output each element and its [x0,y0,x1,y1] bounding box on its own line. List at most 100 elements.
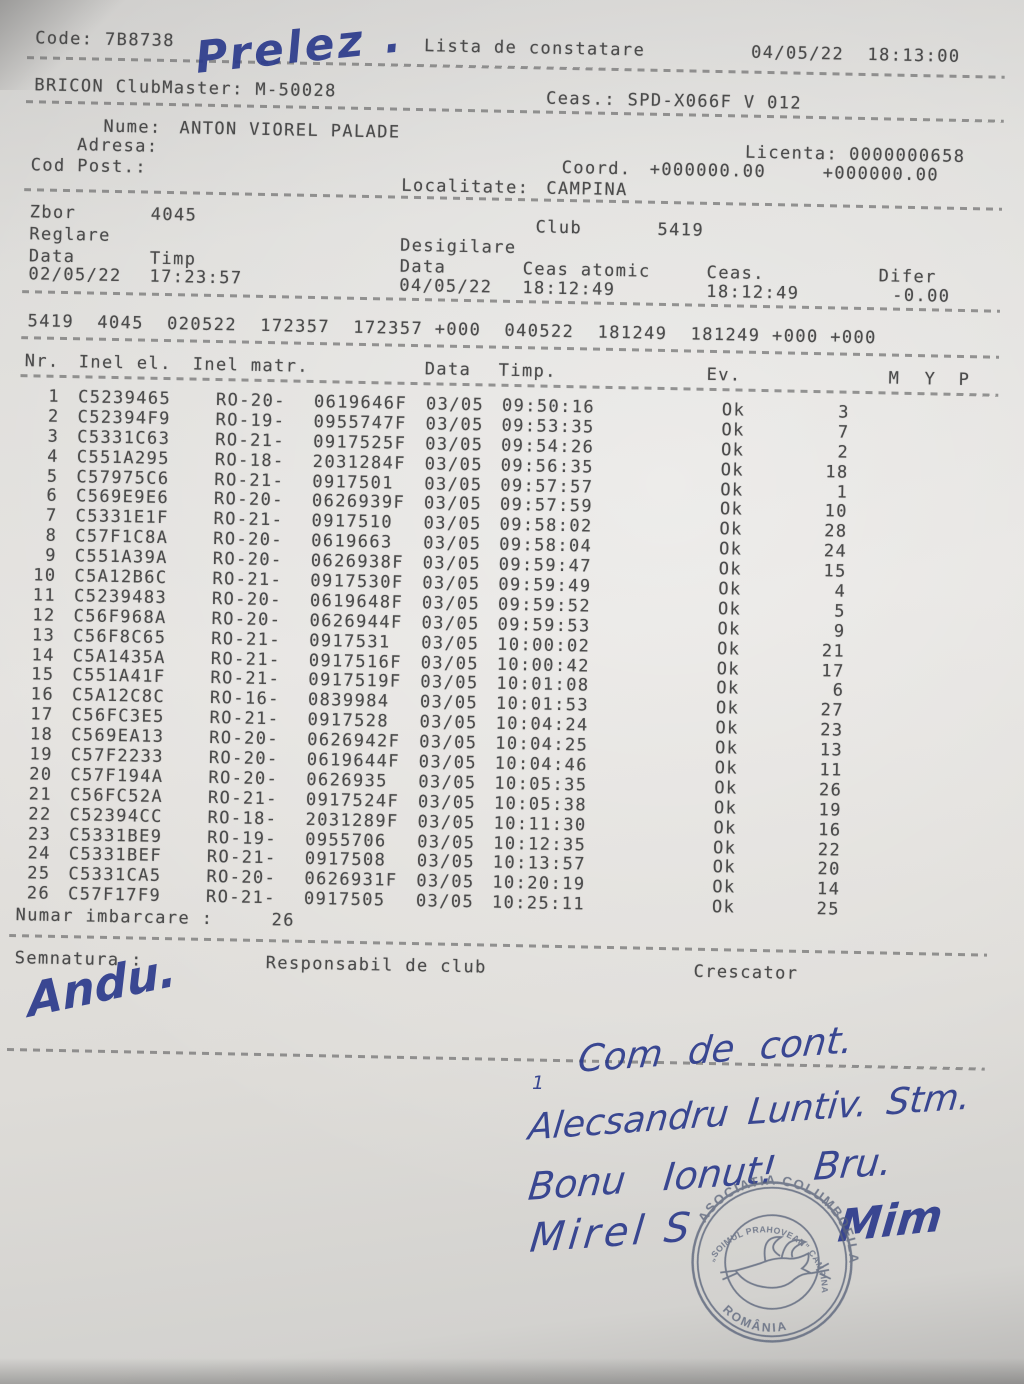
row-matricol-ring: 0917501 [312,471,395,494]
row-nr: 4 [47,446,60,467]
row-time: 09:54:26 [500,435,595,458]
row-electronic-ring: C52394CC [69,804,163,827]
device-line: BRICON ClubMaster: M-50028 [34,75,337,102]
row-matricol-ring: 0626935 [306,769,389,792]
row-matricol-ring: 0619644F [306,749,401,772]
ceas-value: 18:12:49 [706,281,800,304]
col-header-timp: Timp. [498,360,558,382]
row-event-status: Ok [716,678,740,700]
row-matricol-ring: 0917505 [303,889,386,911]
row-event-status: Ok [715,698,740,719]
row-ring-series: RO-20- [212,549,283,571]
row-date: 03/05 [423,493,483,515]
boarding-count-label: Numar imbarcare : [15,905,214,930]
row-electronic-ring: C5331BE9 [69,824,163,847]
row-ring-series: RO-20- [211,588,283,611]
row-nr: 17 [30,704,54,726]
col-header-inel-matr: Inel matr. [192,354,310,377]
row-time: 09:56:35 [500,455,595,478]
divider-dashed-line [22,290,1000,313]
row-electronic-ring: C5239483 [73,586,168,608]
row-electronic-ring: C551A295 [76,446,171,469]
row-electronic-ring: C551A41F [72,665,166,688]
row-date: 03/05 [418,752,478,774]
row-order-number: 19 [818,800,843,821]
row-ring-series: RO-20- [206,867,277,889]
row-matricol-ring: 0917516F [308,650,403,673]
row-matricol-ring: 0619648F [309,590,404,613]
row-order-number: 25 [816,899,841,920]
row-ring-series: RO-21- [207,787,279,810]
row-order-number: 15 [823,561,847,582]
row-matricol-ring: 0917510 [311,511,394,533]
row-nr: 19 [29,744,54,765]
row-date: 03/05 [417,811,476,834]
club-label: Club [535,217,583,239]
row-time: 09:57:59 [499,495,594,518]
row-nr: 18 [29,724,54,745]
row-order-number: 3 [838,402,851,423]
row-order-number: 2 [837,442,850,463]
row-date: 03/05 [425,414,484,436]
ceas-label: Ceas. [706,262,766,285]
divider-dashed-line [25,100,1004,123]
row-date: 03/05 [420,652,480,674]
row-event-status: Ok [720,459,745,481]
name-value: ANTON VIOREL PALADE [179,118,401,143]
row-order-number: 28 [824,521,848,543]
row-order-number: 18 [825,461,849,483]
row-nr: 21 [28,784,53,805]
row-date: 03/05 [423,513,482,535]
row-matricol-ring: 0619663 [310,531,393,553]
row-time: 10:01:08 [496,674,590,697]
row-time: 09:59:47 [498,554,593,577]
row-ring-series: RO-21- [211,628,282,651]
row-electronic-ring: C5A1435A [72,645,167,668]
row-electronic-ring: C56F8C65 [73,625,167,648]
print-timestamp: 04/05/22 18:13:00 [750,42,961,67]
pigeon-table: 1 C5239465 RO-20- 0619646F 03/05 09:50:1… [12,386,1002,923]
locality-value: CAMPINA [546,178,628,201]
row-nr: 13 [31,625,56,646]
row-electronic-ring: C57F17F9 [67,884,162,907]
row-order-number: 27 [820,700,845,722]
row-order-number: 9 [833,621,846,642]
coord-a: +000000.00 [649,159,767,183]
boarding-count-value: 26 [271,910,296,931]
zbor-value: 4045 [150,204,198,226]
row-time: 10:04:25 [494,733,589,756]
row-electronic-ring: C5331E1F [75,506,169,529]
desigilare-data-label: Data [399,256,447,278]
row-time: 10:00:02 [496,634,591,657]
row-event-status: Ok [712,837,737,859]
address-label: Adresa: [76,135,159,157]
row-electronic-ring: C56FC3E5 [71,705,165,728]
row-nr: 7 [45,505,58,527]
row-time: 09:58:02 [499,515,593,537]
row-ring-series: RO-18- [207,807,278,830]
row-event-status: Ok [718,579,742,600]
row-matricol-ring: 0955747F [313,411,407,434]
summary-line: 5419 4045 020522 172357 172357 +000 0405… [27,311,877,349]
row-matricol-ring: 0619646F [313,391,408,414]
row-event-status: Ok [713,797,738,819]
reglare-data-value: 02/05/22 [28,264,122,287]
row-date: 03/05 [422,553,482,575]
row-ring-series: RO-21- [210,668,281,690]
row-ring-series: RO-20- [208,767,279,790]
row-ring-series: RO-21- [212,568,283,591]
row-nr: 11 [32,585,57,606]
stamp-outer-ring [691,1181,853,1343]
row-ring-series: RO-20- [208,747,279,770]
row-order-number: 10 [824,501,849,523]
row-nr: 14 [31,644,56,666]
row-date: 03/05 [418,772,477,794]
row-electronic-ring: C551A39A [74,546,169,569]
row-electronic-ring: C52394F9 [77,407,171,429]
row-nr: 23 [27,823,52,845]
col-header-m: M [888,368,901,389]
clock-line: Ceas.: SPD-X066F V 012 [545,88,803,114]
row-time: 10:05:38 [493,793,588,816]
row-event-status: Ok [718,539,743,560]
